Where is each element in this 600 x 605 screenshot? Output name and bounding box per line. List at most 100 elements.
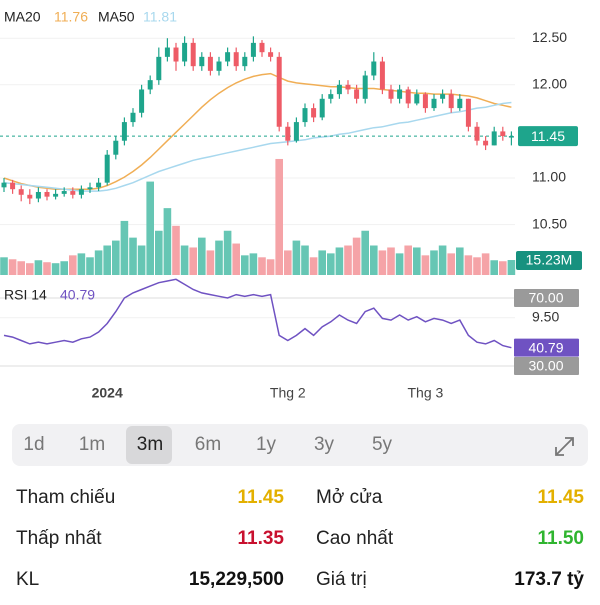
- y-tick-label: 9.50: [532, 309, 559, 325]
- ma-line: [3, 101, 512, 192]
- candle-body: [354, 89, 360, 99]
- candle-body: [96, 182, 102, 188]
- legend-text: MA50: [98, 9, 135, 25]
- volume-label-box: [516, 251, 582, 271]
- candle-body: [182, 42, 188, 62]
- volume-bar: [456, 247, 464, 275]
- price-label-box: [518, 126, 578, 147]
- volume-bar: [26, 263, 34, 275]
- candle-body: [259, 42, 265, 53]
- candle-body: [35, 191, 41, 199]
- candle-body: [345, 84, 351, 90]
- volume-bar: [404, 245, 412, 275]
- range-tab[interactable]: 6m: [195, 434, 221, 455]
- volume-bar: [51, 263, 60, 275]
- candle-body: [302, 108, 308, 123]
- volume-bar: [69, 255, 77, 275]
- volume-bar: [361, 230, 369, 275]
- candle-body: [508, 136, 514, 138]
- range-tab[interactable]: 1y: [256, 434, 277, 455]
- volume-bar: [34, 260, 43, 275]
- volume-bar: [335, 247, 344, 275]
- candle-body: [156, 56, 162, 81]
- volume-bar: [198, 237, 206, 275]
- candle-body: [371, 61, 377, 76]
- candle-body: [474, 126, 480, 141]
- candle-body: [44, 191, 50, 197]
- candle-body: [319, 98, 325, 118]
- volume-bar: [180, 245, 189, 275]
- volume-bar: [189, 247, 197, 275]
- volume-bar: [318, 250, 326, 275]
- volume-bar: [473, 257, 481, 275]
- candle-body: [1, 182, 7, 188]
- volume-bar: [8, 259, 17, 275]
- expand-icon[interactable]: [555, 437, 574, 456]
- candle-body: [225, 52, 231, 62]
- candle-body: [164, 47, 170, 57]
- candle-body: [405, 89, 411, 104]
- candle-body: [10, 182, 16, 190]
- candle-body: [147, 80, 153, 90]
- y-tick-label: 10.50: [532, 215, 567, 231]
- x-tick-label: Thg 3: [407, 385, 443, 401]
- candle-body: [78, 189, 84, 195]
- volume-bar: [447, 253, 455, 275]
- volume-bar: [155, 230, 163, 275]
- candle-body: [207, 56, 213, 71]
- stat-label: Mở cửa: [316, 487, 383, 508]
- range-tab[interactable]: 1m: [79, 434, 105, 455]
- stat-label: KL: [16, 569, 39, 590]
- candle-body: [285, 126, 291, 141]
- stat-label: Cao nhất: [316, 528, 394, 549]
- volume-bar: [481, 253, 490, 275]
- range-tab[interactable]: 3m: [137, 434, 163, 455]
- candle-body: [199, 56, 205, 67]
- volume-bar: [120, 220, 129, 275]
- volume-bar: [163, 208, 172, 275]
- candle-body: [250, 42, 256, 57]
- volume-bar: [378, 250, 387, 275]
- rsi-label: 40.79: [528, 339, 563, 355]
- candle-body: [379, 61, 385, 90]
- volume-bar: [507, 260, 516, 275]
- candle-body: [130, 112, 136, 123]
- candle-body: [328, 94, 334, 99]
- candle-body: [268, 52, 274, 57]
- rsi-tick-label: 30.00: [528, 358, 563, 374]
- range-tab[interactable]: 1d: [23, 434, 44, 455]
- candle-body: [61, 191, 67, 194]
- candle-body: [362, 75, 368, 99]
- stat-label: Thấp nhất: [16, 528, 102, 549]
- volume-bar: [266, 259, 275, 275]
- candle-body: [483, 140, 489, 146]
- candle-body: [465, 98, 471, 127]
- candle-body: [397, 89, 403, 99]
- volume-bar: [0, 257, 8, 275]
- volume-label: 15.23M: [526, 252, 573, 268]
- candle-body: [414, 94, 420, 104]
- volume-bar: [172, 225, 180, 275]
- volume-bar: [370, 245, 378, 275]
- volume-bar: [344, 245, 352, 275]
- range-tab[interactable]: 3y: [314, 434, 335, 455]
- legend-text: 11.81: [143, 9, 177, 25]
- volume-bar: [438, 245, 447, 275]
- legend-text: RSI 14: [4, 287, 47, 303]
- range-tab[interactable]: 5y: [372, 434, 393, 455]
- candle-body: [139, 89, 145, 113]
- volume-bar: [413, 247, 421, 275]
- candle-body: [121, 122, 127, 141]
- volume-bar: [301, 245, 309, 275]
- candle-body: [276, 56, 282, 127]
- candle-body: [233, 52, 239, 67]
- candle-body: [53, 193, 59, 197]
- volume-bar: [499, 261, 507, 275]
- volume-bar: [112, 240, 120, 275]
- rsi-line: [3, 278, 512, 349]
- stat-value: 15,229,500: [189, 569, 284, 590]
- candle-body: [104, 154, 110, 183]
- stat-value: 11.50: [538, 528, 585, 549]
